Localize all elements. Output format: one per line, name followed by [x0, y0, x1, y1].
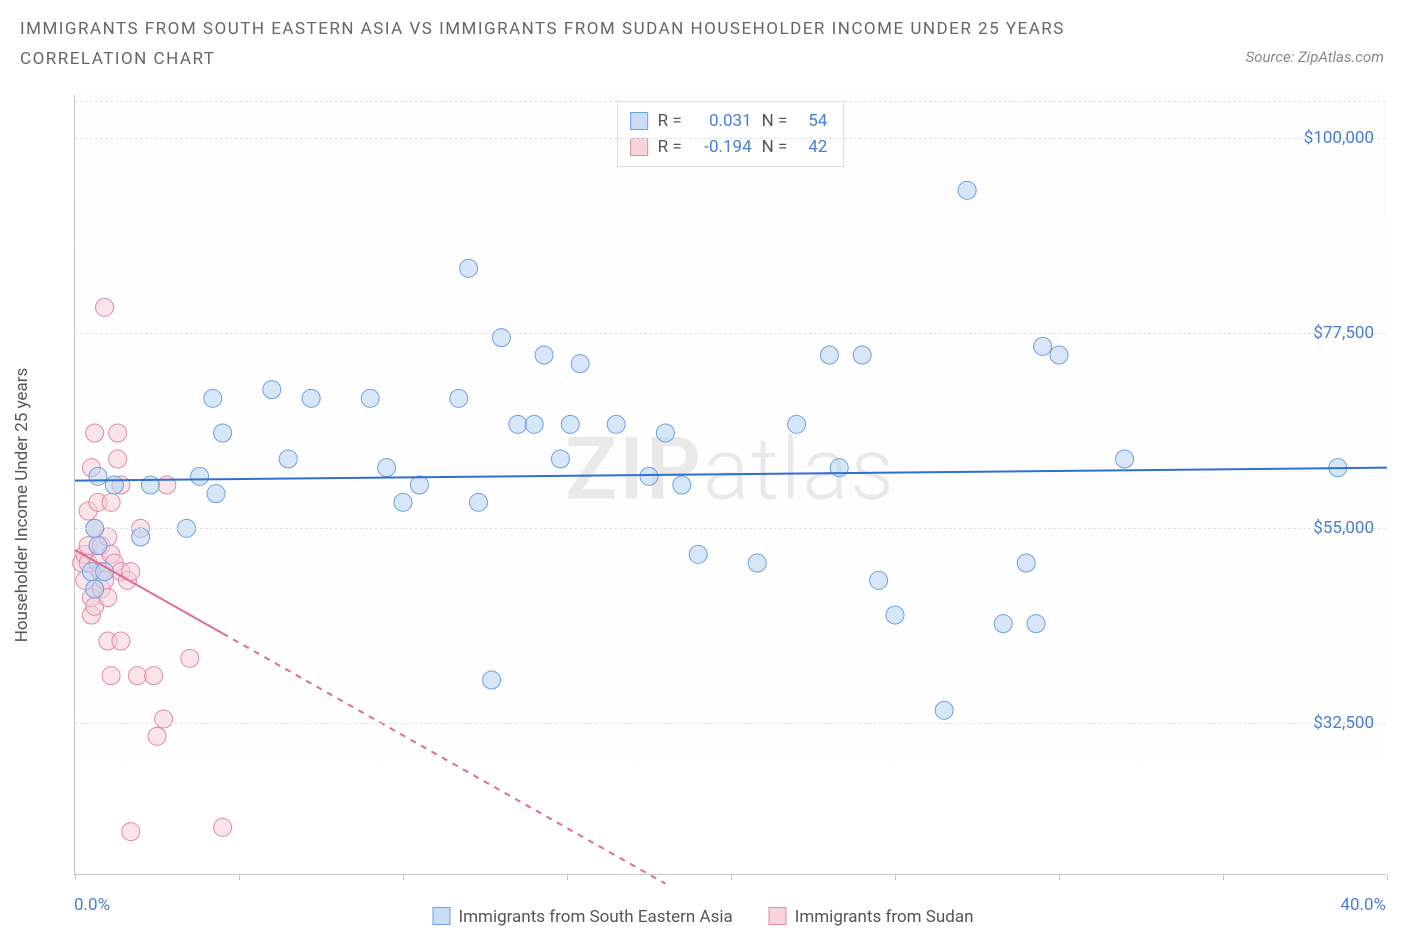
- data-point: [122, 823, 140, 841]
- data-point: [96, 298, 114, 316]
- data-point: [378, 459, 396, 477]
- data-point: [640, 467, 658, 485]
- data-point: [214, 818, 232, 836]
- data-point: [86, 424, 104, 442]
- gridline: [75, 101, 1386, 102]
- chart-title-line2: CORRELATION CHART: [20, 44, 1386, 74]
- data-point: [1017, 554, 1035, 572]
- data-point: [958, 181, 976, 199]
- data-point: [1116, 450, 1134, 468]
- data-point: [656, 424, 674, 442]
- data-point: [361, 389, 379, 407]
- x-tick: [403, 874, 404, 880]
- x-max-label: 40.0%: [1340, 895, 1386, 915]
- x-tick: [1387, 874, 1388, 880]
- data-point: [509, 415, 527, 433]
- data-point: [141, 476, 159, 494]
- data-point: [1027, 615, 1045, 633]
- data-point: [571, 355, 589, 373]
- x-tick: [1223, 874, 1224, 880]
- data-point: [96, 563, 114, 581]
- data-point: [145, 667, 163, 685]
- data-point: [86, 580, 104, 598]
- svg-layer: [75, 95, 1386, 874]
- chart-header: IMMIGRANTS FROM SOUTH EASTERN ASIA VS IM…: [0, 0, 1406, 74]
- x-min-label: 0.0%: [74, 895, 110, 915]
- source-label: Source: ZipAtlas.com: [1246, 48, 1384, 66]
- data-point: [214, 424, 232, 442]
- y-tick-label: $100,000: [1304, 128, 1374, 148]
- chart-title-line1: IMMIGRANTS FROM SOUTH EASTERN ASIA VS IM…: [20, 14, 1386, 44]
- data-point: [263, 381, 281, 399]
- data-point: [994, 615, 1012, 633]
- x-tick: [895, 874, 896, 880]
- data-point: [105, 476, 123, 494]
- gridline: [75, 333, 1386, 334]
- data-point: [853, 346, 871, 364]
- data-point: [109, 424, 127, 442]
- data-point: [394, 493, 412, 511]
- gridline: [75, 528, 1386, 529]
- data-point: [535, 346, 553, 364]
- data-point: [935, 701, 953, 719]
- data-point: [155, 710, 173, 728]
- legend-label-series1: Immigrants from South Eastern Asia: [459, 907, 733, 927]
- data-point: [132, 528, 150, 546]
- data-point: [302, 389, 320, 407]
- data-point: [112, 632, 130, 650]
- y-axis-title: Householder Income Under 25 years: [12, 368, 32, 643]
- data-point: [1050, 346, 1068, 364]
- data-point: [148, 727, 166, 745]
- data-point: [279, 450, 297, 468]
- x-tick: [567, 874, 568, 880]
- gridline: [75, 723, 1386, 724]
- data-point: [89, 537, 107, 555]
- data-point: [410, 476, 428, 494]
- data-point: [886, 606, 904, 624]
- legend-label-series2: Immigrants from Sudan: [795, 907, 974, 927]
- data-point: [1034, 337, 1052, 355]
- data-point: [469, 493, 487, 511]
- data-point: [102, 667, 120, 685]
- data-point: [89, 467, 107, 485]
- x-tick: [1059, 874, 1060, 880]
- data-point: [492, 329, 510, 347]
- x-tick: [239, 874, 240, 880]
- data-point: [483, 671, 501, 689]
- data-point: [102, 493, 120, 511]
- data-point: [207, 485, 225, 503]
- swatch-series1-icon: [433, 907, 451, 925]
- swatch-series2-icon: [769, 907, 787, 925]
- data-point: [109, 450, 127, 468]
- data-point: [748, 554, 766, 572]
- trend-line: [75, 468, 1387, 481]
- gridline: [75, 138, 1386, 139]
- data-point: [525, 415, 543, 433]
- data-point: [460, 259, 478, 277]
- y-tick-label: $32,500: [1313, 713, 1374, 733]
- x-tick: [75, 874, 76, 880]
- data-point: [870, 571, 888, 589]
- data-point: [204, 389, 222, 407]
- data-point: [191, 467, 209, 485]
- data-point: [551, 450, 569, 468]
- legend-bottom: Immigrants from South Eastern Asia Immig…: [433, 907, 974, 927]
- data-point: [689, 545, 707, 563]
- chart-area: Householder Income Under 25 years ZIPatl…: [20, 95, 1386, 915]
- data-point: [673, 476, 691, 494]
- plot-area: ZIPatlas R = 0.031 N = 54 R = -0.194 N =…: [74, 95, 1386, 875]
- legend-item-series1: Immigrants from South Eastern Asia: [433, 907, 733, 927]
- data-point: [181, 649, 199, 667]
- data-point: [820, 346, 838, 364]
- y-tick-label: $77,500: [1313, 323, 1374, 343]
- data-point: [788, 415, 806, 433]
- trend-line: [223, 633, 666, 883]
- legend-item-series2: Immigrants from Sudan: [769, 907, 974, 927]
- y-tick-label: $55,000: [1313, 518, 1374, 538]
- data-point: [561, 415, 579, 433]
- x-tick: [731, 874, 732, 880]
- data-point: [607, 415, 625, 433]
- data-point: [128, 667, 146, 685]
- data-point: [450, 389, 468, 407]
